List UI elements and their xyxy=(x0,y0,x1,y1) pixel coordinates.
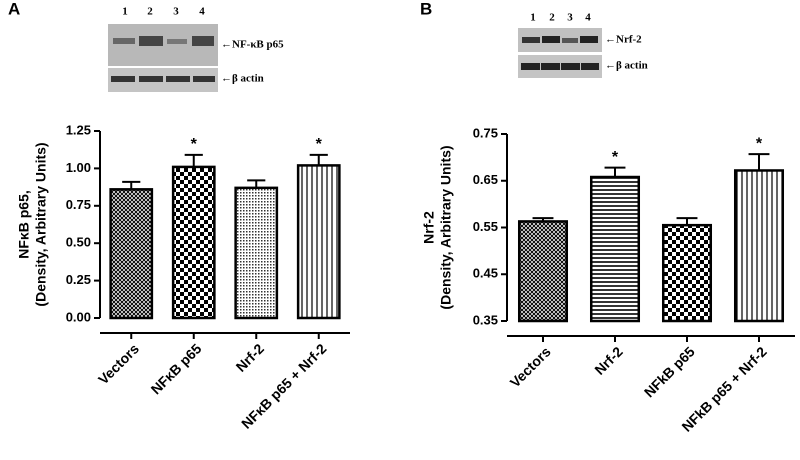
bar xyxy=(296,164,341,320)
blot-label: ←Nrf-2 xyxy=(605,34,642,46)
lane-number: 1 xyxy=(122,6,128,18)
lane-number: 4 xyxy=(199,6,205,18)
blot-image xyxy=(108,24,218,92)
y-axis-label: (Density, Arbitrary Units) xyxy=(438,145,454,309)
lane-number: 2 xyxy=(549,12,555,24)
lane-number: 4 xyxy=(585,12,591,24)
significance-marker: * xyxy=(316,136,323,153)
blot-label: ←β actin xyxy=(605,60,648,72)
y-tick-label: 0.25 xyxy=(66,272,91,287)
x-tick-label: NFkB p65 xyxy=(641,343,698,400)
blot-label: ←NF-κB p65 xyxy=(221,39,284,51)
x-tick-label: Vectors xyxy=(507,343,554,390)
y-tick-label: 0.65 xyxy=(473,172,498,187)
bar xyxy=(234,186,279,320)
bar xyxy=(109,188,154,320)
y-tick-label: 1.00 xyxy=(66,160,91,175)
y-tick-label: 1.25 xyxy=(66,122,91,137)
bar xyxy=(517,220,569,323)
lane-number: 1 xyxy=(530,12,536,24)
y-axis-label: NFκB p65, xyxy=(16,190,32,258)
significance-marker: * xyxy=(191,136,198,153)
y-axis-label: Nrf-2 xyxy=(421,211,437,244)
y-tick-label: 0.45 xyxy=(473,266,498,281)
bar xyxy=(589,175,641,323)
panel-letter: A xyxy=(8,0,20,18)
y-tick-label: 0.75 xyxy=(66,197,91,212)
bar xyxy=(171,165,216,320)
x-tick-label: Vectors xyxy=(95,340,142,387)
panel-letter: B xyxy=(420,0,432,18)
x-tick-label: Nrf-2 xyxy=(591,343,626,378)
bar xyxy=(661,223,713,323)
lane-number: 3 xyxy=(567,12,573,24)
y-axis-label: (Density, Arbitrary Units) xyxy=(33,142,49,306)
x-tick-label: Nrf-2 xyxy=(233,340,268,375)
bar xyxy=(733,169,785,323)
significance-marker: * xyxy=(756,135,763,152)
y-tick-label: 0.55 xyxy=(473,219,498,234)
x-tick-label: NFκB p65 xyxy=(148,340,205,397)
lane-number: 2 xyxy=(147,6,153,18)
blot-image xyxy=(518,28,602,78)
lane-number: 3 xyxy=(173,6,179,18)
y-tick-label: 0.35 xyxy=(473,312,498,327)
y-tick-label: 0.50 xyxy=(66,235,91,250)
y-tick-label: 0.75 xyxy=(473,125,498,140)
y-tick-label: 0.00 xyxy=(66,309,91,324)
blot-label: ←β actin xyxy=(221,73,264,85)
significance-marker: * xyxy=(612,149,619,166)
